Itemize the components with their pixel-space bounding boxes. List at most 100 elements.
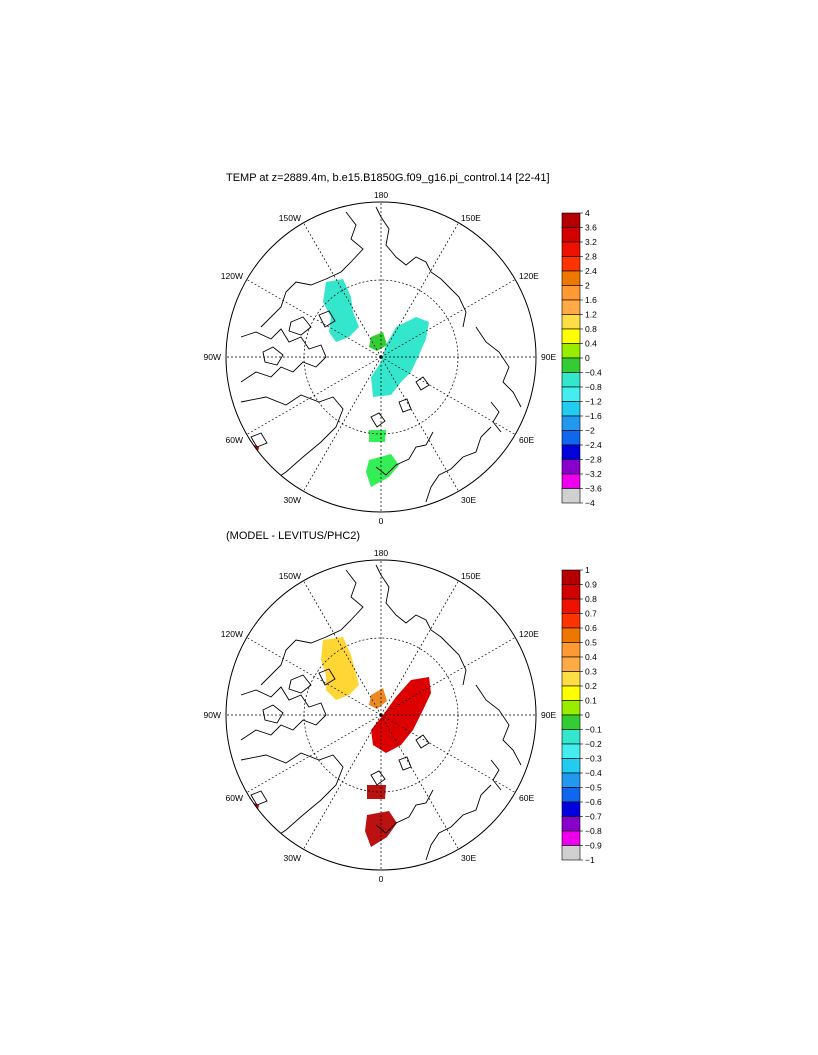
coastline [318, 310, 336, 328]
lon-label-ene: 120E [519, 629, 539, 639]
coastline [425, 784, 492, 861]
colorbar-box [561, 459, 581, 475]
colorbar-box [561, 372, 581, 388]
map-interior [226, 202, 536, 512]
coastline [375, 789, 434, 834]
colorbar-box [561, 598, 581, 614]
field-region-d [369, 430, 386, 442]
coastline [240, 686, 327, 741]
lon-label-ne: 150E [461, 213, 481, 223]
colorbar-label: −0.5 [585, 783, 602, 793]
coastline [288, 674, 312, 694]
coastline [318, 668, 336, 686]
colorbar-label: −3.6 [585, 484, 602, 494]
meridian-line [303, 356, 382, 492]
panel-title-top: TEMP at z=2889.4m, b.e15.B1850G.f09_g16.… [226, 172, 550, 184]
lon-label-e: 90E [541, 352, 556, 362]
colorbar-box [561, 401, 581, 417]
coastline [370, 412, 386, 428]
colorbar-label: −0.9 [585, 841, 602, 851]
colorbar-label: 0.7 [585, 609, 597, 619]
colorbar-label: 1.6 [585, 295, 597, 305]
colorbar-box [561, 569, 581, 585]
meridian-line [303, 714, 382, 850]
meridian-line [380, 637, 516, 716]
colorbar-box [561, 256, 581, 272]
coastline [370, 770, 386, 786]
lon-label-ene: 120E [519, 271, 539, 281]
colorbar-label: 1.2 [585, 310, 597, 320]
colorbar-label: −2.4 [585, 440, 602, 450]
lon-label-w: 90W [204, 710, 221, 720]
colorbar-box [561, 488, 581, 504]
colorbar-box [561, 584, 581, 600]
coastline [415, 734, 430, 749]
colorbar-label: −0.7 [585, 812, 602, 822]
coastline [240, 394, 344, 483]
colorbar-box [561, 714, 581, 730]
meridian-line [380, 580, 459, 716]
colorbar-box [561, 357, 581, 373]
meridian-line [380, 714, 516, 793]
colorbar-box [561, 270, 581, 286]
meridian-line [246, 279, 382, 358]
colorbar-label: 0 [585, 353, 590, 363]
map-panel-top: 180 150W 150E 120W 120E 90W 90E 60W 60E 30W 30E 0 4 3… [204, 190, 603, 526]
colorbar-box [561, 430, 581, 446]
coastline [288, 316, 312, 336]
colorbar-label: −0.8 [585, 382, 602, 392]
lon-label-sw: 30W [284, 495, 301, 505]
lon-label-se: 30E [461, 853, 476, 863]
lon-label-ese: 60E [519, 435, 534, 445]
colorbar-box [561, 415, 581, 431]
colorbar-box [561, 386, 581, 402]
meridian-line [380, 356, 516, 435]
colorbar-label: −3.2 [585, 469, 602, 479]
colorbar-label: 0.6 [585, 623, 597, 633]
lon-label-wsw: 60W [226, 793, 243, 803]
colorbar-label: −2 [585, 426, 595, 436]
colorbar-label: −0.4 [585, 768, 602, 778]
lon-label-ne: 150E [461, 571, 481, 581]
meridian-line [246, 714, 382, 793]
meridian-line [246, 637, 382, 716]
colorbar-box [561, 285, 581, 301]
map-interior [226, 560, 536, 870]
colorbar-label: −1.2 [585, 397, 602, 407]
coastline [475, 326, 522, 408]
colorbar-label: 0 [585, 710, 590, 720]
meridian-line [303, 222, 382, 358]
colorbar-box [561, 801, 581, 817]
lon-label-se: 30E [461, 495, 476, 505]
colorbar-label: 2.8 [585, 252, 597, 262]
colorbar: 4 3.6 3.2 2.8 2.4 2 1.6 1.2 0.8 0.4 0 −0.4 −0.8 −1.2 −… [561, 208, 602, 508]
field-region-a [321, 637, 359, 700]
coastline [375, 431, 434, 476]
meridian-line [246, 356, 382, 435]
lon-label-sw: 30W [284, 853, 301, 863]
colorbar-label: −0.1 [585, 725, 602, 735]
colorbar-box [561, 627, 581, 643]
colorbar-label: −4 [585, 498, 595, 508]
colorbar-label: −0.4 [585, 368, 602, 378]
lon-label-n: 180 [374, 548, 388, 558]
colorbar: 1 0.9 0.8 0.7 0.6 0.5 0.4 0.3 0.2 0.1 0 −0.1 −0.2 −0.… [561, 565, 602, 865]
lon-label-s: 0 [379, 874, 384, 884]
coastline [240, 752, 344, 841]
coastline [475, 684, 522, 766]
coastline [240, 328, 327, 383]
colorbar-label: 0.8 [585, 324, 597, 334]
colorbar-box [561, 743, 581, 759]
coastline [490, 401, 502, 433]
colorbar-label: −2.8 [585, 455, 602, 465]
meridian-line [380, 714, 459, 850]
colorbar-box [561, 642, 581, 658]
lon-label-wnw: 120W [221, 629, 243, 639]
lon-label-e: 90E [541, 710, 556, 720]
colorbar-label: 0.1 [585, 696, 597, 706]
colorbar-box [561, 816, 581, 832]
colorbar-box [561, 700, 581, 716]
coastline [262, 346, 284, 366]
colorbar-label: −0.2 [585, 739, 602, 749]
